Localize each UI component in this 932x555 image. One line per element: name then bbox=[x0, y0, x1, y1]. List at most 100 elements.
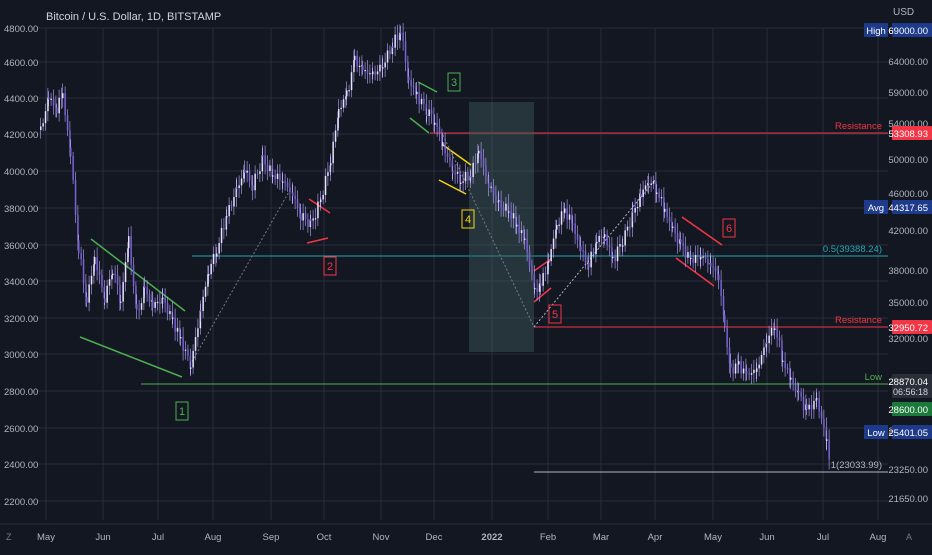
currency-label: USD bbox=[893, 7, 914, 18]
svg-text:High: High bbox=[866, 26, 886, 37]
wave-label: 4 bbox=[465, 214, 471, 226]
right-axis-tick: 23250.00 bbox=[888, 465, 928, 476]
right-axis[interactable]: 69000.00 64000.00 59000.00 54000.00 50000.00… bbox=[864, 23, 932, 505]
time-axis-tick: Feb bbox=[540, 532, 556, 543]
candle-body bbox=[171, 311, 174, 319]
candle-body bbox=[474, 162, 477, 165]
candle-body bbox=[480, 150, 482, 159]
left-axis-tick: 2800.00 bbox=[4, 387, 38, 398]
candle-body bbox=[330, 163, 332, 166]
candle-body bbox=[62, 93, 64, 99]
candle-body bbox=[96, 257, 98, 271]
candle-body bbox=[50, 98, 52, 100]
price-tag-avg[interactable]: 44317.65 Avg bbox=[864, 200, 932, 214]
candle-body bbox=[768, 335, 770, 344]
candle-body bbox=[825, 427, 828, 441]
candle-body bbox=[334, 130, 337, 142]
candle-body bbox=[144, 286, 146, 288]
candle-body bbox=[210, 263, 212, 275]
wave-label-box bbox=[175, 401, 189, 421]
candle-body bbox=[619, 244, 621, 247]
candle-body bbox=[256, 173, 259, 175]
candle-body bbox=[379, 64, 381, 72]
candle-body bbox=[588, 262, 590, 268]
candle-body bbox=[114, 273, 116, 275]
candle-body bbox=[274, 175, 276, 179]
candle-body bbox=[208, 274, 210, 276]
candle-body bbox=[436, 122, 438, 127]
right-axis-tick: 54000.00 bbox=[888, 119, 928, 130]
auto-a-button[interactable]: A bbox=[906, 532, 912, 542]
candle-body bbox=[806, 404, 808, 410]
price-tag-green[interactable]: 28600.00 bbox=[888, 402, 932, 416]
zoom-z-button[interactable]: Z bbox=[6, 532, 12, 542]
candle-body bbox=[658, 192, 660, 198]
candle-body bbox=[611, 247, 613, 258]
candle-body bbox=[576, 233, 579, 240]
candle-body bbox=[78, 240, 80, 254]
candle-body bbox=[244, 169, 246, 173]
candle-body bbox=[707, 258, 709, 265]
time-axis[interactable]: May Jun Jul Aug Sep Oct Nov Dec 2022 Feb Mar Apr May… bbox=[0, 523, 932, 543]
candle-body bbox=[98, 270, 101, 276]
price-tag-res1[interactable]: 53308.93 bbox=[888, 126, 932, 140]
candle-body bbox=[524, 238, 526, 240]
candle-body bbox=[416, 91, 418, 95]
trend-line bbox=[681, 216, 723, 246]
candle-body bbox=[374, 71, 376, 75]
candle-body bbox=[404, 40, 407, 62]
candle-body bbox=[498, 200, 500, 202]
time-axis-tick: Jun bbox=[759, 532, 774, 543]
candle-body bbox=[497, 201, 500, 203]
candle-body bbox=[152, 300, 154, 308]
time-axis-tick: Oct bbox=[317, 532, 332, 543]
candle-body bbox=[151, 300, 153, 302]
candle-body bbox=[292, 192, 294, 197]
candle-body bbox=[159, 301, 161, 304]
candle-body bbox=[309, 219, 312, 228]
candle-body bbox=[418, 91, 420, 105]
candle-body bbox=[550, 249, 552, 262]
candle-body bbox=[82, 259, 85, 284]
candle-body bbox=[558, 224, 560, 226]
candle-body bbox=[534, 288, 536, 290]
candle-body bbox=[826, 439, 828, 441]
time-axis-tick: 2022 bbox=[481, 532, 502, 543]
time-axis-tick: Nov bbox=[373, 532, 390, 543]
candle-body bbox=[714, 266, 717, 272]
candle-body bbox=[88, 284, 90, 303]
candle-body bbox=[507, 203, 510, 213]
candle-body bbox=[680, 239, 682, 243]
candle-body bbox=[753, 369, 755, 374]
candle-body bbox=[469, 176, 472, 181]
candle-body bbox=[396, 34, 399, 41]
candle-body bbox=[472, 162, 474, 178]
candle-body bbox=[444, 142, 446, 154]
candle-body bbox=[515, 213, 517, 227]
candle-body bbox=[194, 337, 197, 351]
candle-body bbox=[460, 182, 462, 184]
candle-body bbox=[556, 224, 558, 230]
candle-body bbox=[302, 213, 304, 221]
candle-body bbox=[111, 275, 113, 280]
trend-line bbox=[79, 336, 183, 378]
candle-body bbox=[452, 171, 454, 174]
candle-body bbox=[215, 253, 217, 257]
time-axis-tick: Mar bbox=[593, 532, 609, 543]
candle-body bbox=[412, 85, 415, 88]
candle-body bbox=[228, 205, 230, 217]
candle-body bbox=[40, 126, 42, 130]
price-tag-res2[interactable]: 32950.72 bbox=[888, 320, 932, 334]
candle-body bbox=[366, 70, 369, 74]
candle-body bbox=[86, 296, 88, 303]
candle-body bbox=[584, 250, 587, 263]
candle-body bbox=[281, 180, 284, 182]
grid bbox=[38, 27, 888, 520]
candle-body bbox=[361, 65, 363, 67]
right-axis-tick: 50000.00 bbox=[888, 155, 928, 166]
